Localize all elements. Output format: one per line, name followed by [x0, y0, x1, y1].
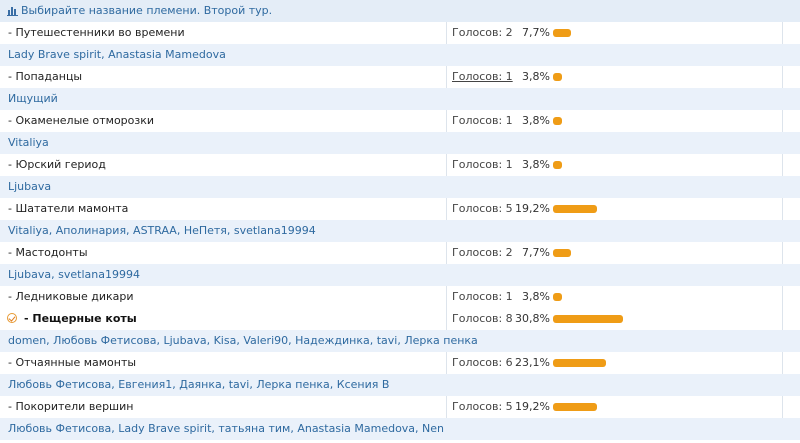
option-label: - Ледниковые дикари [8, 290, 134, 303]
voters-row: Ищущий [0, 88, 800, 110]
voters-row: Ljubava, svetlana19994 [0, 264, 800, 286]
column-divider [782, 22, 783, 44]
voters-row: Vitaliya, Аполинария, ASTRAA, НеПетя, sv… [0, 220, 800, 242]
voters-list: domen, Любовь Фетисова, Ljubava, Kisa, V… [8, 334, 478, 347]
column-divider [446, 22, 447, 44]
option-row: - Отчаянные мамонты Голосов: 6 23,1% [0, 352, 800, 374]
vote-percent: 19,2% [515, 400, 550, 413]
option-row: - Покорители вершин Голосов: 5 19,2% [0, 396, 800, 418]
column-divider [782, 66, 783, 88]
option-label: - Шататели мамонта [8, 202, 129, 215]
column-divider [446, 154, 447, 176]
vote-percent: 19,2% [515, 202, 550, 215]
voters-row: Любовь Фетисова, Евгения1, Даянка, tavi,… [0, 374, 800, 396]
vote-percent: 23,1% [515, 356, 550, 369]
vote-share-bar [553, 161, 562, 169]
vote-percent: 3,8% [522, 158, 550, 171]
vote-share-bar [553, 73, 562, 81]
column-divider [446, 198, 447, 220]
option-row: - Окаменелые отморозки Голосов: 1 3,8% [0, 110, 800, 132]
votes-count: Голосов: 1 [452, 114, 513, 127]
winner-check-icon [7, 313, 17, 323]
vote-percent: 3,8% [522, 70, 550, 83]
column-divider [782, 110, 783, 132]
column-divider [446, 352, 447, 374]
column-divider [782, 396, 783, 418]
column-divider [782, 352, 783, 374]
option-label: - Юрский гериод [8, 158, 106, 171]
votes-count: Голосов: 1 [452, 158, 513, 171]
voters-row: domen, Любовь Фетисова, Ljubava, Kisa, V… [0, 330, 800, 352]
vote-share-bar [553, 117, 562, 125]
option-row: - Попаданцы Голосов: 1 3,8% [0, 66, 800, 88]
column-divider [446, 242, 447, 264]
vote-percent: 3,8% [522, 290, 550, 303]
vote-share-bar [553, 249, 571, 257]
voters-list: Ljubava [8, 180, 52, 193]
column-divider [446, 110, 447, 132]
column-divider [782, 308, 783, 330]
votes-count: Голосов: 5 [452, 202, 513, 215]
votes-count: Голосов: 2 [452, 26, 513, 39]
vote-percent: 3,8% [522, 114, 550, 127]
voters-row: Ljubava [0, 176, 800, 198]
option-label: - Покорители вершин [8, 400, 134, 413]
column-divider [782, 242, 783, 264]
voters-list: Vitaliya, Аполинария, ASTRAA, НеПетя, sv… [8, 224, 316, 237]
voters-list: Vitaliya [8, 136, 49, 149]
option-label: - Пещерные коты [24, 312, 137, 325]
vote-share-bar [553, 205, 597, 213]
voters-list: Lady Brave spirit, Anastasia Mamedova [8, 48, 226, 61]
poll-header: Выбирайте название племени. Второй тур. [0, 0, 800, 22]
vote-percent: 7,7% [522, 26, 550, 39]
column-divider [446, 396, 447, 418]
option-row: - Путешестенники во времени Голосов: 2 7,7… [0, 22, 800, 44]
voters-row: Любовь Фетисова, Lady Brave spirit, тать… [0, 418, 800, 440]
bar-chart-icon [7, 7, 18, 16]
winning-option-row: - Пещерные коты Голосов: 8 30,8% [0, 308, 800, 330]
voters-row: Lady Brave spirit, Anastasia Mamedova [0, 44, 800, 66]
vote-share-bar [553, 293, 562, 301]
option-label: - Путешестенники во времени [8, 26, 185, 39]
vote-percent: 30,8% [515, 312, 550, 325]
option-label: - Попаданцы [8, 70, 83, 83]
column-divider [446, 66, 447, 88]
votes-count: Голосов: 6 [452, 356, 513, 369]
voters-list: Ищущий [8, 92, 58, 105]
votes-count: Голосов: 8 [452, 312, 513, 325]
option-row: - Мастодонты Голосов: 2 7,7% [0, 242, 800, 264]
votes-count: Голосов: 1 [452, 290, 513, 303]
votes-count: Голосов: 5 [452, 400, 513, 413]
vote-percent: 7,7% [522, 246, 550, 259]
voters-list: Любовь Фетисова, Евгения1, Даянка, tavi,… [8, 378, 390, 391]
option-row: - Ледниковые дикари Голосов: 1 3,8% [0, 286, 800, 308]
poll-title: Выбирайте название племени. Второй тур. [21, 4, 273, 17]
voters-list: Любовь Фетисова, Lady Brave spirit, тать… [8, 422, 445, 435]
vote-share-bar [553, 29, 571, 37]
option-label: - Отчаянные мамонты [8, 356, 137, 369]
vote-share-bar [553, 315, 623, 323]
poll-rows: - Путешестенники во времени Голосов: 2 7,7… [0, 22, 800, 440]
votes-count-link[interactable]: Голосов: 1 [452, 70, 513, 83]
column-divider [782, 286, 783, 308]
column-divider [782, 154, 783, 176]
option-label: - Мастодонты [8, 246, 88, 259]
option-row: - Юрский гериод Голосов: 1 3,8% [0, 154, 800, 176]
voters-list: Ljubava, svetlana19994 [8, 268, 140, 281]
option-row: - Шататели мамонта Голосов: 5 19,2% [0, 198, 800, 220]
column-divider [782, 198, 783, 220]
option-label: - Окаменелые отморозки [8, 114, 155, 127]
vote-share-bar [553, 403, 597, 411]
voters-row: Vitaliya [0, 132, 800, 154]
column-divider [446, 286, 447, 308]
column-divider [446, 308, 447, 330]
votes-count: Голосов: 2 [452, 246, 513, 259]
vote-share-bar [553, 359, 606, 367]
